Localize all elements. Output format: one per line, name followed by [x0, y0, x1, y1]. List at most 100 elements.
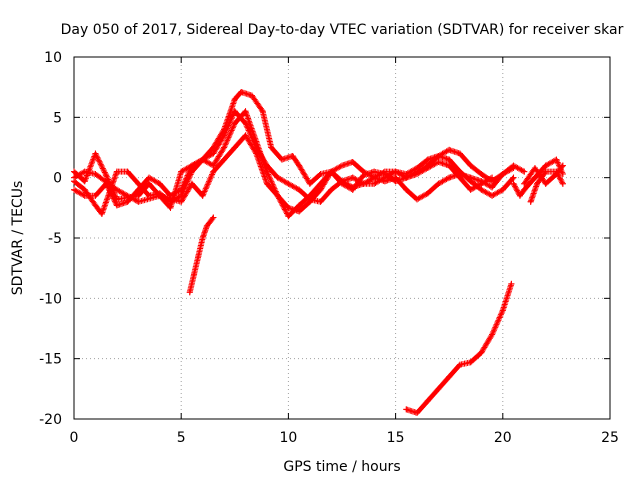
x-tick-label: 10: [279, 430, 297, 446]
data-point: [553, 168, 560, 175]
data-point: [289, 152, 296, 159]
data-point: [456, 150, 463, 157]
data-point: [534, 180, 541, 187]
data-point: [191, 271, 198, 278]
data-point: [274, 174, 281, 181]
data-point: [259, 108, 266, 115]
y-tick-label: 5: [53, 110, 62, 126]
data-point: [135, 192, 142, 199]
y-tick-label: -20: [39, 412, 62, 428]
data-point: [186, 289, 193, 296]
data-point: [559, 180, 566, 187]
data-point: [113, 202, 120, 209]
data-point: [499, 186, 506, 193]
x-tick-label: 25: [601, 430, 619, 446]
data-point: [210, 168, 217, 175]
x-tick-label: 0: [70, 430, 79, 446]
data-point: [414, 171, 421, 178]
data-point: [489, 331, 496, 338]
series-track-d: [71, 132, 496, 220]
data-point: [113, 186, 120, 193]
x-tick-label: 15: [387, 430, 405, 446]
data-point: [135, 180, 142, 187]
x-axis-label: GPS time / hours: [283, 459, 400, 475]
data-point: [499, 307, 506, 314]
data-point: [403, 174, 410, 181]
data-point: [238, 88, 245, 95]
data-point: [478, 171, 485, 178]
data-point: [242, 132, 249, 139]
data-point: [253, 150, 260, 157]
data-point: [424, 156, 431, 163]
data-point: [296, 208, 303, 215]
data-point: [124, 198, 131, 205]
data-point: [542, 168, 549, 175]
y-tick-label: 10: [44, 50, 62, 66]
data-point: [403, 406, 410, 413]
data-point: [242, 120, 249, 127]
data-point: [231, 144, 238, 151]
data-point: [392, 168, 399, 175]
grid: [74, 57, 610, 419]
data-point: [489, 174, 496, 181]
data-point: [188, 162, 195, 169]
data-point: [285, 180, 292, 187]
data-point: [92, 150, 99, 157]
data-point: [92, 202, 99, 209]
y-tick-label: -15: [39, 352, 62, 368]
data-point: [467, 186, 474, 193]
x-tick-label: 20: [494, 430, 512, 446]
data-point: [371, 174, 378, 181]
data-point: [414, 165, 421, 172]
data-point: [435, 158, 442, 165]
data-point: [92, 192, 99, 199]
data-point: [306, 192, 313, 199]
data-point: [467, 359, 474, 366]
data-point: [371, 168, 378, 175]
data-point: [339, 178, 345, 185]
data-point: [456, 174, 463, 181]
data-point: [71, 186, 77, 193]
data-point: [263, 168, 270, 175]
y-axis-label: SDTVAR / TECUs: [10, 181, 26, 296]
data-point: [559, 162, 566, 169]
data-point: [542, 162, 549, 169]
data-point: [489, 192, 496, 199]
data-point: [521, 186, 528, 193]
data-point: [403, 186, 410, 193]
data-point: [210, 162, 217, 169]
y-tick-label: 0: [53, 171, 62, 187]
data-point: [146, 180, 153, 187]
data-point: [221, 132, 228, 139]
data-point: [167, 204, 174, 211]
data-point: [531, 165, 538, 172]
data-point: [146, 174, 153, 181]
data-point: [446, 174, 453, 181]
data-point: [339, 162, 345, 169]
data-point: [467, 174, 474, 181]
data-point: [81, 192, 88, 199]
data-point: [188, 180, 195, 187]
data-point: [424, 165, 431, 172]
data-point: [156, 192, 163, 199]
data-point: [278, 156, 285, 163]
data-point: [221, 156, 228, 163]
data-point: [231, 108, 238, 115]
data-point: [328, 186, 335, 193]
axis-ticks: 0 5 10 15 20 25 -20 -15 -10 -5 0 5 10: [39, 50, 619, 446]
data-point: [231, 96, 238, 103]
data-point: [435, 385, 442, 392]
data-point: [424, 190, 431, 197]
data-point: [371, 180, 378, 187]
data-point: [156, 180, 163, 187]
data-point: [521, 180, 528, 187]
data-point: [446, 156, 453, 163]
data-point: [317, 171, 324, 178]
data-point: [221, 144, 228, 151]
data-point: [531, 174, 538, 181]
data-point: [381, 178, 388, 185]
data-point: [263, 180, 270, 187]
data-point: [553, 156, 560, 163]
data-point: [349, 174, 356, 181]
